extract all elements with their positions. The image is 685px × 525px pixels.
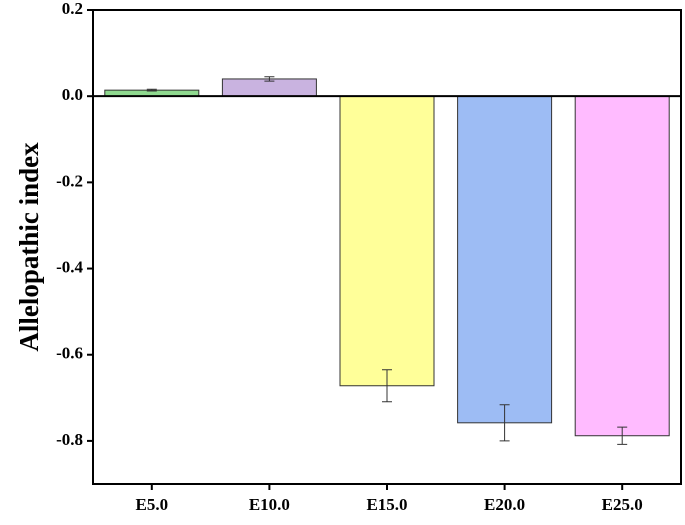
y-tick-label: -0.4: [56, 257, 83, 276]
y-tick-label: -0.6: [56, 344, 83, 363]
x-tick-label: E15.0: [366, 495, 407, 514]
error-bar: [264, 76, 275, 82]
error-bar: [617, 426, 628, 445]
x-tick-label: E20.0: [484, 495, 525, 514]
bar: [339, 95, 435, 387]
x-tick-label: E5.0: [136, 495, 169, 514]
plot-frame: [92, 9, 682, 485]
x-tick-label: E25.0: [602, 495, 643, 514]
y-tick-label: -0.8: [56, 430, 83, 449]
error-bar: [146, 88, 157, 92]
y-tick-label: 0.2: [62, 0, 83, 18]
bar: [574, 95, 670, 437]
error-bar: [499, 404, 510, 442]
y-axis-title: Allelopathic index: [14, 142, 44, 352]
x-tick-label: E10.0: [249, 495, 290, 514]
error-bar: [382, 369, 392, 403]
y-tick-label: 0.0: [62, 85, 83, 104]
y-tick-label: -0.2: [56, 171, 83, 190]
bar: [457, 95, 553, 424]
